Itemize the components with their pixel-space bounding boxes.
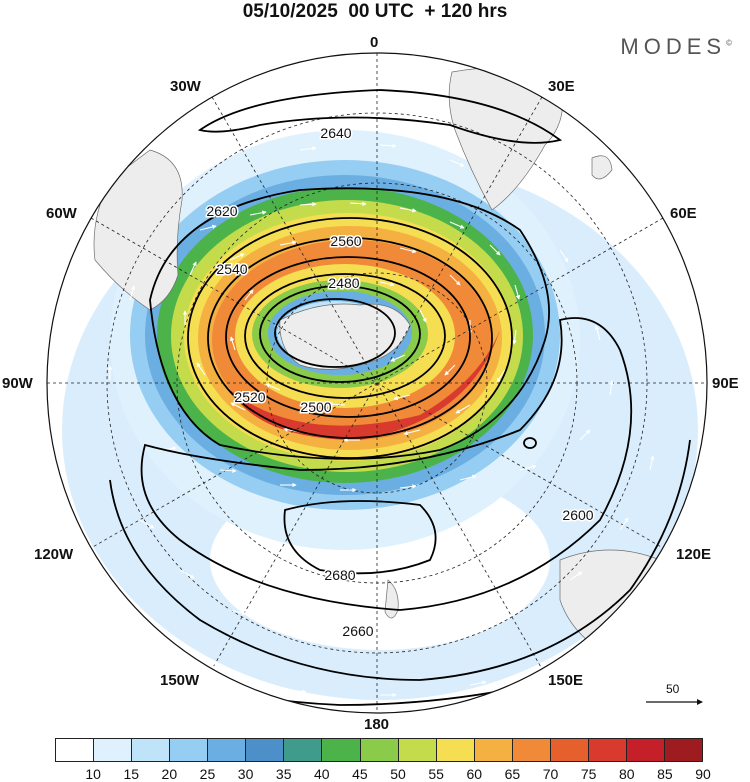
colorbar-segment: [626, 739, 665, 761]
colorbar-segment: [588, 739, 627, 761]
contour-label-2480: 2480: [328, 275, 359, 291]
contour-label-2600: 2600: [562, 507, 593, 523]
colorbar-segment: [246, 739, 285, 761]
colorbar-segment: [322, 739, 361, 761]
brand-logo: MODES©: [620, 34, 732, 60]
colorbar-tick-label: 25: [199, 766, 216, 782]
colorbar-tick-label: 20: [161, 766, 178, 782]
vector-reference-label: 50: [666, 682, 680, 696]
lon-label-60w: 60W: [46, 205, 77, 222]
colorbar-segment: [436, 739, 475, 761]
height-contours: [109, 89, 691, 706]
colorbar: [55, 738, 703, 762]
lon-label-120e: 120E: [676, 546, 712, 563]
vector-reference-arrow: [646, 699, 703, 705]
contour-label-2620: 2620: [206, 203, 237, 219]
contour-label-2540: 2540: [216, 261, 247, 277]
colorbar-segment: [398, 739, 437, 761]
lon-label-90e: 90E: [712, 375, 739, 392]
shade-80-south: [230, 330, 500, 440]
colorbar-tick-label: 85: [657, 766, 673, 782]
madagascar: [591, 155, 613, 180]
polar-map: 2480 2500 2520 2540 2560 2600 2620 2640 …: [46, 52, 708, 714]
colorbar-segment: [94, 739, 133, 761]
contour-label-2640: 2640: [320, 125, 351, 141]
colorbar-segment: [512, 739, 551, 761]
colorbar-labels: 10 15 20 25 30 35 40 45 50 55 60 65 70 75 80 85 90: [55, 766, 710, 782]
colorbar-tick-label: 10: [85, 766, 101, 782]
lon-label-150w: 150W: [160, 672, 200, 689]
map-boundary: [46, 52, 708, 714]
graticule: [47, 53, 707, 713]
contour-label-2560: 2560: [330, 233, 361, 249]
map-title: 05/10/2025 00 UTC + 120 hrs: [242, 1, 508, 22]
contour-label-2660: 2660: [342, 623, 373, 639]
contour-label-2520: 2520: [234, 389, 265, 405]
colorbar-tick-label: 40: [314, 766, 330, 782]
contour-label-group: 2480 2500 2520 2540 2560 2600 2620 2640 …: [205, 124, 595, 641]
colorbar-segment: [550, 739, 589, 761]
colorbar-segment: [208, 739, 247, 761]
lon-label-60e: 60E: [670, 205, 697, 222]
copyright-mark: ©: [726, 38, 732, 48]
colorbar-segment: [132, 739, 171, 761]
colorbar-segment: [284, 739, 323, 761]
lon-label-120w: 120W: [34, 546, 74, 563]
colorbar-tick-label: 35: [275, 766, 292, 782]
colorbar-segment: [474, 739, 513, 761]
colorbar-tick-label: 80: [618, 766, 635, 782]
colorbar-tick-label: 75: [580, 766, 597, 782]
colorbar-segment: [665, 739, 703, 761]
colorbar-segment: [170, 739, 209, 761]
colorbar-segment: [56, 739, 95, 761]
lon-label-150e: 150E: [548, 672, 584, 689]
lon-label-30w: 30W: [170, 78, 201, 95]
colorbar-tick-label: 30: [237, 766, 254, 782]
lon-label-30e: 30E: [548, 78, 575, 95]
colorbar-segment: [360, 739, 399, 761]
colorbar-tick-label: 65: [504, 766, 521, 782]
lon-label-180: 180: [364, 716, 390, 733]
colorbar-tick-label: 45: [352, 766, 368, 782]
colorbar-tick-label: 50: [390, 766, 406, 782]
colorbar-tick-label: 90: [695, 766, 711, 782]
contour-label-2680: 2680: [324, 567, 355, 583]
colorbar-tick-label: 15: [123, 766, 140, 782]
contour-label-2500: 2500: [300, 399, 331, 415]
lon-label-90w: 90W: [2, 375, 33, 392]
lon-label-0: 0: [370, 34, 379, 51]
antarctica: [279, 303, 411, 370]
colorbar-tick-label: 55: [428, 766, 444, 782]
colorbar-tick-label: 60: [466, 766, 483, 782]
colorbar-tick-label: 70: [542, 766, 559, 782]
brand-name: MODES: [620, 34, 727, 59]
